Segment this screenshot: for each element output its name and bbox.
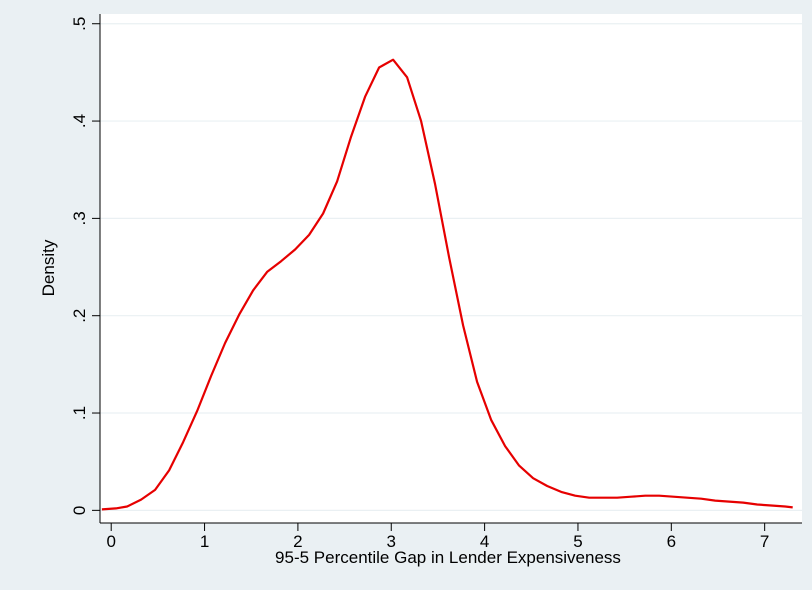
x-tick-label: 4 [480, 532, 489, 551]
density-line [101, 58, 793, 511]
y-tick-label: .5 [70, 17, 89, 31]
x-tick-label: 6 [667, 532, 676, 551]
y-tick-label: .2 [70, 309, 89, 323]
y-tick-label: .3 [70, 211, 89, 225]
x-tick-label: 0 [106, 532, 115, 551]
x-axis-label: 95-5 Percentile Gap in Lender Expensiven… [275, 548, 621, 567]
x-tick-label: 5 [573, 532, 582, 551]
x-tick-label: 2 [293, 532, 302, 551]
x-tick-label: 1 [200, 532, 209, 551]
x-tick-label: 7 [760, 532, 769, 551]
series-layer [101, 58, 793, 511]
y-axis-label: Density [39, 239, 58, 296]
y-tick-label: 0 [70, 506, 89, 515]
grid-lines [100, 23, 802, 511]
y-tick-label: .1 [70, 406, 89, 420]
axes: 0 .1 .2 .3 .4 .5 0 1 2 3 4 5 6 7 [70, 14, 802, 551]
y-tick-label: .4 [70, 114, 89, 128]
x-tick-label: 3 [387, 532, 396, 551]
